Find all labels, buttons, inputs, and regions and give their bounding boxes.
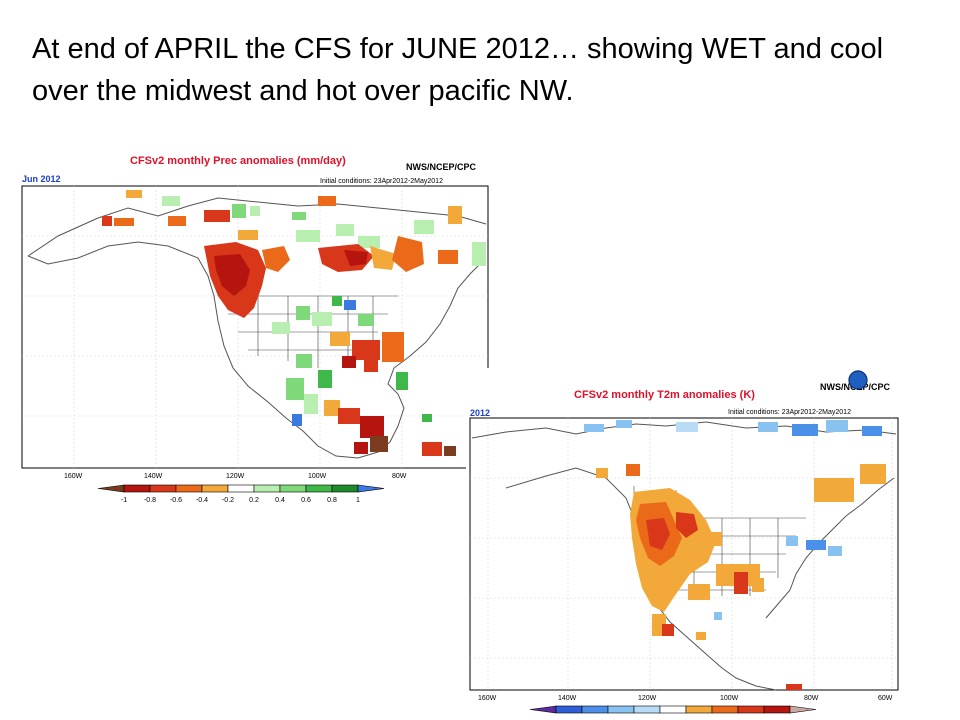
prec-anomaly-field bbox=[102, 190, 486, 456]
prec-colorbar-swatch bbox=[227, 484, 255, 493]
prec-lon-label: 160W bbox=[64, 473, 83, 480]
prec-colorbar-label: -0.4 bbox=[196, 497, 208, 504]
t2m-colorbar-swatch bbox=[789, 705, 817, 714]
t2m-colorbar-swatch bbox=[581, 705, 609, 714]
t2m-lon-label: 100W bbox=[720, 695, 739, 702]
t2m-lon-label: 80W bbox=[804, 695, 819, 702]
prec-lon-axis: 160W 140W 120W 100W 80W bbox=[64, 473, 407, 480]
prec-colorbar-label: 0.6 bbox=[301, 497, 311, 504]
temperature-anomaly-map: CFSv2 monthly T2m anomalies (K) NWS/NCEP… bbox=[466, 368, 902, 720]
t2m-colorbar-swatch bbox=[633, 705, 661, 714]
prec-colorbar-swatch bbox=[123, 484, 151, 493]
prec-colorbar-swatch bbox=[175, 484, 203, 493]
t2m-initial-conditions: Initial conditions: 23Apr2012-2May2012 bbox=[728, 409, 851, 416]
prec-map-title: CFSv2 monthly Prec anomalies (mm/day) bbox=[130, 155, 346, 167]
prec-colorbar-label: -0.8 bbox=[144, 497, 156, 504]
headline: At end of APRIL the CFS for JUNE 2012… s… bbox=[32, 33, 884, 107]
t2m-lon-label: 120W bbox=[638, 695, 657, 702]
t2m-colorbar bbox=[529, 705, 817, 714]
prec-colorbar-swatch bbox=[97, 484, 125, 493]
t2m-anomaly-field bbox=[584, 420, 886, 690]
prec-colorbar-label: -1 bbox=[121, 497, 127, 504]
t2m-lon-axis: 160W 140W 120W 100W 80W 60W bbox=[478, 695, 893, 702]
t2m-colorbar-swatch bbox=[555, 705, 583, 714]
prec-initial-conditions: Initial conditions: 23Apr2012-2May2012 bbox=[320, 178, 443, 185]
t2m-colorbar-swatch bbox=[711, 705, 739, 714]
prec-lon-label: 120W bbox=[226, 473, 245, 480]
prec-colorbar-swatch bbox=[331, 484, 359, 493]
prec-colorbar-swatch bbox=[253, 484, 281, 493]
prec-lon-label: 140W bbox=[144, 473, 163, 480]
t2m-lon-label: 160W bbox=[478, 695, 497, 702]
t2m-colorbar-swatch bbox=[659, 705, 687, 714]
precipitation-anomaly-map: CFSv2 monthly Prec anomalies (mm/day) NW… bbox=[18, 146, 490, 510]
noaa-logo-icon bbox=[848, 370, 868, 390]
prec-agency-label: NWS/NCEP/CPC bbox=[406, 162, 477, 172]
prec-colorbar-label: 0.8 bbox=[327, 497, 337, 504]
prec-colorbar-swatch bbox=[305, 484, 333, 493]
t2m-map-title: CFSv2 monthly T2m anomalies (K) bbox=[574, 389, 755, 401]
t2m-colorbar-swatch bbox=[737, 705, 765, 714]
t2m-colorbar-swatch bbox=[529, 705, 557, 714]
prec-colorbar: -1 -0.8 -0.6 -0.4 -0.2 0.2 0.4 0.6 0.8 1 bbox=[97, 484, 385, 504]
prec-colorbar-swatch bbox=[201, 484, 229, 493]
prec-lon-label: 100W bbox=[308, 473, 327, 480]
prec-month-label: Jun 2012 bbox=[22, 174, 61, 184]
prec-colorbar-label: 1 bbox=[356, 497, 360, 504]
t2m-lon-label: 60W bbox=[878, 695, 893, 702]
t2m-month-label: 2012 bbox=[470, 408, 490, 418]
prec-colorbar-swatch bbox=[357, 484, 385, 493]
prec-colorbar-label: 0.2 bbox=[249, 497, 259, 504]
prec-colorbar-swatch bbox=[149, 484, 177, 493]
prec-colorbar-label: -0.6 bbox=[170, 497, 182, 504]
prec-lon-label: 80W bbox=[392, 473, 407, 480]
t2m-colorbar-swatch bbox=[685, 705, 713, 714]
prec-colorbar-swatch bbox=[279, 484, 307, 493]
t2m-colorbar-swatch bbox=[607, 705, 635, 714]
t2m-lon-label: 140W bbox=[558, 695, 577, 702]
prec-colorbar-label: -0.2 bbox=[222, 497, 234, 504]
t2m-colorbar-swatch bbox=[763, 705, 791, 714]
prec-colorbar-label: 0.4 bbox=[275, 497, 285, 504]
